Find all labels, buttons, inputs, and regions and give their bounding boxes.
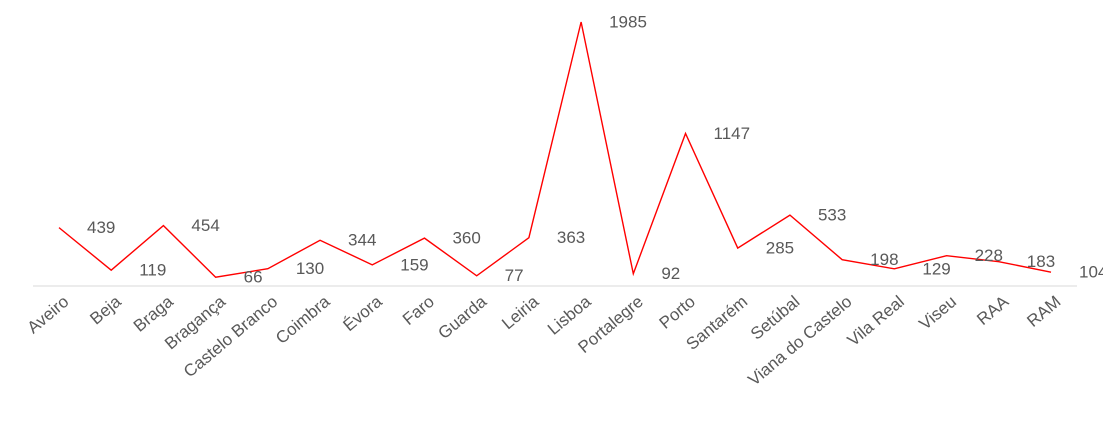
x-tick-label: Guarda <box>434 292 490 343</box>
data-label: 1147 <box>714 124 751 143</box>
data-label: 66 <box>244 268 263 287</box>
x-tick-label: Vila Real <box>844 292 908 350</box>
x-tick-label: Coimbra <box>272 292 334 348</box>
data-label: 344 <box>348 231 376 250</box>
data-label: 360 <box>452 229 480 248</box>
data-label: 129 <box>922 259 950 278</box>
x-tick-label: Beja <box>86 292 125 329</box>
x-tick-label: Aveiro <box>24 292 73 337</box>
data-label: 77 <box>505 266 524 285</box>
x-tick-label: RAM <box>1023 292 1064 331</box>
data-label: 363 <box>557 228 585 247</box>
x-tick-label: Viseu <box>915 292 960 334</box>
x-tick-label: Faro <box>399 292 438 329</box>
data-label: 1985 <box>609 12 647 31</box>
x-tick-label: Leiria <box>498 292 542 334</box>
x-tick-label: Castelo Branco <box>180 292 281 381</box>
data-label: 119 <box>139 261 166 280</box>
data-label: 198 <box>870 250 898 269</box>
x-tick-label: RAA <box>973 292 1012 329</box>
data-label: 228 <box>975 246 1003 265</box>
data-label: 533 <box>818 206 846 225</box>
line <box>58 21 1052 278</box>
x-tick-label: Porto <box>656 292 699 333</box>
x-tick-label: Évora <box>339 292 386 335</box>
data-label: 159 <box>400 255 428 274</box>
data-label: 130 <box>296 259 324 278</box>
data-label: 183 <box>1027 252 1055 271</box>
data-label: 92 <box>661 264 680 283</box>
data-label: 104 <box>1079 263 1103 282</box>
x-tick-label: Braga <box>130 292 177 336</box>
data-label: 439 <box>87 218 115 237</box>
data-label: 285 <box>766 239 794 258</box>
data-label: 454 <box>191 216 219 235</box>
